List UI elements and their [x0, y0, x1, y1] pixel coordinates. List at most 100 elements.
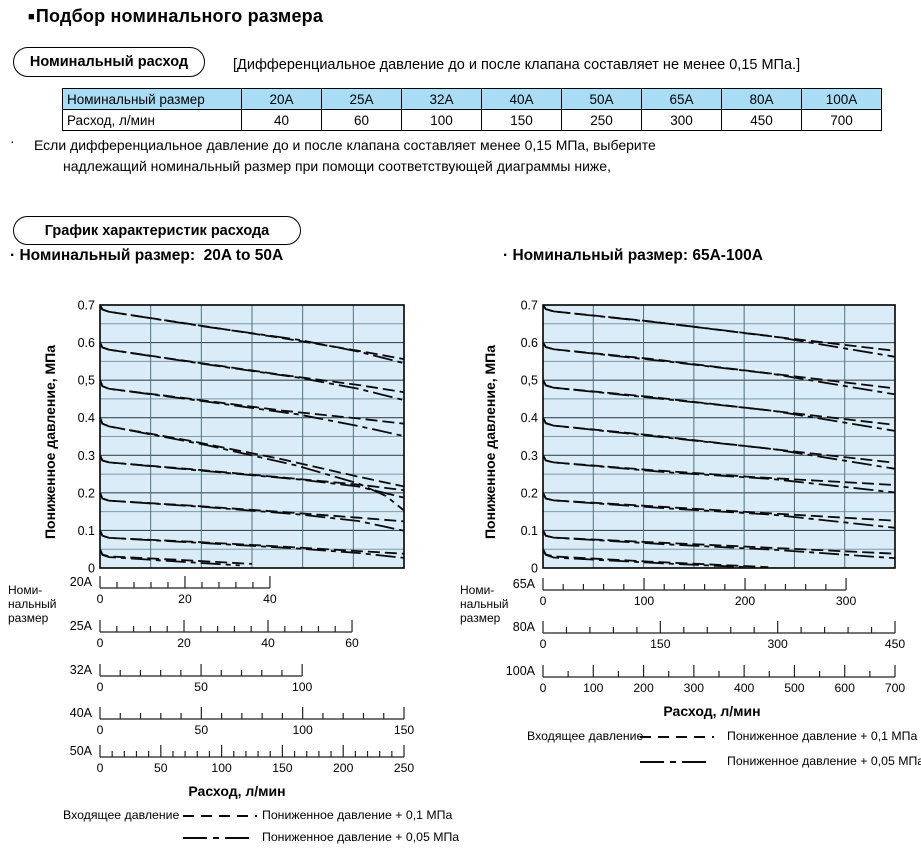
section-label-nominal-flow: Номинальный расход [13, 47, 205, 77]
legend-sample-dashdot [640, 761, 706, 763]
note-bullet: · [10, 133, 15, 149]
plot-border [542, 304, 896, 569]
table-row-label: Расход, л/мин [62, 109, 242, 131]
ruler-40A: 0 50 100 150 [97, 707, 415, 737]
ruler-tick-label: 0 [97, 761, 104, 775]
table-header-cell: 32A [401, 88, 482, 110]
ruler-size-label: 32A [69, 663, 92, 677]
legend-entry-label: Пониженное давление + 0,05 МПа [262, 830, 460, 844]
y-tick-label: 0,5 [78, 374, 95, 388]
legend-lead-label: Входящее давление [527, 729, 644, 743]
ruler-tick-label: 150 [394, 723, 415, 737]
ruler-tick-label: 250 [394, 761, 415, 775]
table-value-cell: 60 [321, 109, 402, 131]
ruler-tick-label: 0 [540, 681, 547, 695]
curve-set-0.7-plus005 [542, 304, 896, 358]
ruler-tick-label: 40 [263, 592, 277, 606]
ruler-size-label: 50A [69, 744, 92, 758]
ruler-tick-label: 20 [178, 592, 192, 606]
nominal-size-axis-label: Номи- нальный размер [460, 583, 509, 625]
ruler-80A: 0 150 300 450 [540, 621, 906, 651]
ruler-tick-label: 50 [195, 723, 209, 737]
section-label-flow-charts: График характеристик расхода [13, 216, 301, 245]
curve-set-0.6-plus005 [99, 342, 405, 401]
table-header-cell: 65A [641, 88, 722, 110]
ruler-tick-label: 300 [684, 681, 705, 695]
nominal-size-table: Номинальный размер 20A 25A 32A 40A 50A 65A 80A 1… [62, 88, 882, 131]
curve-set-0.4-plus005 [99, 417, 405, 512]
table-header-cell: Номинальный размер [62, 88, 242, 110]
legend-lead-label: Входящее давление [63, 808, 180, 822]
legend-entry-label: Пониженное давление + 0,1 МПа [262, 808, 453, 822]
ruler-tick-label: 0 [97, 636, 104, 650]
legend-sample-dash [640, 736, 714, 738]
ruler-tick-label: 400 [734, 681, 755, 695]
y-tick-label: 0.3 [521, 449, 538, 463]
y-tick-label: 0.6 [78, 336, 95, 350]
note-line-2: надлежащий номинальный размер при помощи… [63, 158, 611, 174]
table-header-cell: 80A [721, 88, 802, 110]
table-row: Расход, л/мин 40 60 100 150 250 300 450 700 [62, 109, 882, 131]
legend-sample-dashdot [183, 837, 249, 839]
ruler-size-label: 80A [512, 620, 535, 634]
ruler-tick-label: 300 [836, 594, 857, 608]
y-tick-label: 0.3 [78, 449, 95, 463]
ruler-tick-label: 600 [835, 681, 856, 695]
y-tick-label: 0 [531, 562, 538, 576]
ruler-tick-label: 100 [634, 594, 655, 608]
ruler-tick-label: 200 [333, 761, 354, 775]
x-axis-title: Расход, л/мин [663, 703, 761, 719]
ruler-size-label: 100A [505, 664, 535, 678]
differential-pressure-note: [Дифференциальное давление до и после кл… [233, 57, 801, 73]
curve-set-0.7-plus005 [99, 304, 405, 365]
table-value-cell: 150 [481, 109, 562, 131]
curve-set-0.5-plus005 [99, 379, 405, 437]
ruler-32A: 0 50 100 [97, 664, 313, 694]
plot-border [99, 304, 405, 569]
curve-set-0.1-plus005 [99, 530, 405, 559]
ruler-tick-label: 200 [735, 594, 756, 608]
ruler-size-label: 20A [69, 575, 92, 589]
ruler-65A: 0 100 200 300 [540, 578, 857, 608]
ruler-tick-label: 0 [540, 637, 547, 651]
x-axis-title: Расход, л/мин [188, 783, 286, 799]
chart-title: · Номинальный размер: 65A-100A [503, 247, 763, 264]
ruler-tick-label: 20 [177, 636, 191, 650]
ruler-size-label: 40A [69, 706, 92, 720]
ruler-tick-label: 60 [345, 636, 359, 650]
curve-set-0.4-plus005 [542, 417, 896, 470]
ruler-size-label: 25A [69, 619, 92, 633]
y-tick-label: 0.4 [78, 411, 95, 425]
ruler-tick-label: 100 [292, 680, 313, 694]
plot-svg-1: 0.7 0.6 0,5 0.4 0.3 0.2 0.1 0 [521, 299, 896, 576]
ruler-tick-label: 450 [885, 637, 906, 651]
ruler-tick-label: 100 [583, 681, 604, 695]
y-tick-label: 0.2 [78, 486, 95, 500]
ruler-tick-label: 50 [154, 761, 168, 775]
table-header-cell: 40A [481, 88, 562, 110]
ruler-20A: 0 20 40 [97, 576, 277, 606]
y-axis-title: Пониженное давление, МПа [42, 344, 58, 540]
ruler-tick-label: 40 [261, 636, 275, 650]
y-tick-label: 0.7 [78, 299, 95, 313]
page-title: ■Подбор номинального размера [28, 6, 323, 27]
y-tick-label: 0.4 [521, 411, 538, 425]
ruler-tick-label: 0 [97, 680, 104, 694]
ruler-tick-label: 0 [97, 723, 104, 737]
y-tick-label: 0,5 [521, 374, 538, 388]
table-value-cell: 700 [801, 109, 882, 131]
title-square-bullet-icon: ■ [28, 11, 35, 23]
table-header-cell: 20A [241, 88, 322, 110]
y-tick-label: 0.7 [521, 299, 538, 313]
table-value-cell: 300 [641, 109, 722, 131]
y-tick-label: 0.2 [521, 486, 538, 500]
ruler-25A: 0 20 40 60 [97, 620, 359, 650]
ruler-100A: 0 100 200 300 400 500 600 700 [540, 665, 905, 695]
curve-set-0.3-plus005 [99, 454, 405, 499]
chart-title: · Номинальный размер: 20A to 50A [10, 247, 284, 264]
curve-set-0.3-plus005 [542, 454, 896, 494]
legend-sample-dash [183, 815, 257, 817]
legend-entry-label: Пониженное давление + 0,1 МПа [727, 729, 918, 743]
legend-entry-label: Пониженное давление + 0,05 МПа [727, 754, 921, 768]
y-tick-label: 0.1 [521, 524, 538, 538]
